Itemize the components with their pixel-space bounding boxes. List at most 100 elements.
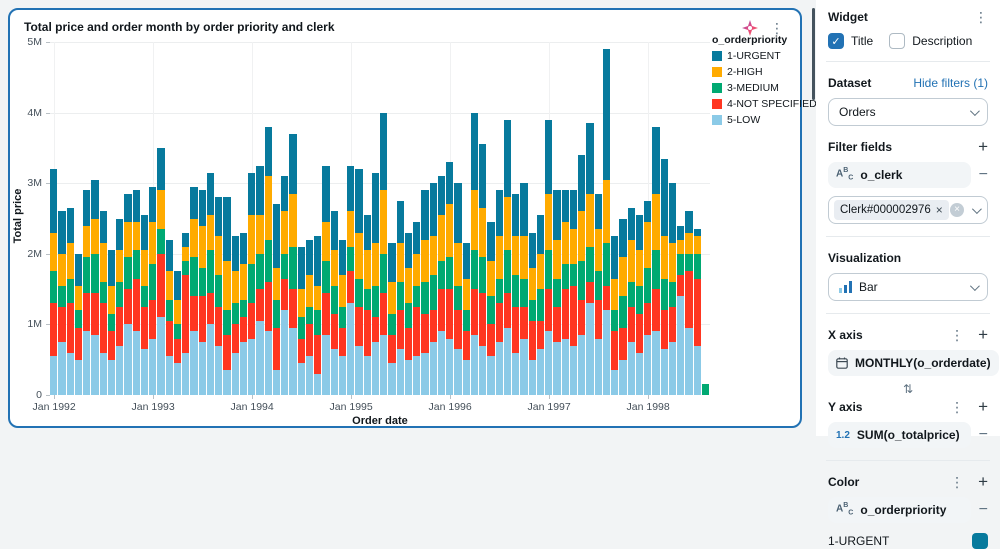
bar-segment[interactable] (594, 338, 602, 395)
bar-segment[interactable] (83, 292, 91, 332)
bar-segment[interactable] (470, 335, 478, 395)
stacked-bar[interactable] (619, 218, 627, 395)
bar-segment[interactable] (50, 356, 58, 395)
bar-segment[interactable] (256, 214, 264, 254)
bar-segment[interactable] (602, 285, 610, 311)
bar-segment[interactable] (487, 260, 495, 297)
bar-segment[interactable] (198, 225, 206, 268)
bar-segment[interactable] (206, 214, 214, 251)
clear-all-icon[interactable]: × (950, 203, 964, 217)
bar-segment[interactable] (528, 359, 536, 395)
bar-segment[interactable] (487, 356, 495, 395)
bar-segment[interactable] (182, 274, 190, 353)
bar-segment[interactable] (611, 236, 619, 279)
bar-segment[interactable] (528, 232, 536, 268)
stacked-bar[interactable] (289, 133, 297, 395)
bar-segment[interactable] (396, 200, 404, 244)
bar-segment[interactable] (256, 320, 264, 395)
bar-segment[interactable] (685, 327, 693, 395)
bar-segment[interactable] (668, 183, 676, 244)
bar-segment[interactable] (58, 306, 66, 343)
bar-segment[interactable] (635, 285, 643, 314)
legend-item[interactable]: 4-NOT SPECIFIED (712, 98, 817, 110)
bar-segment[interactable] (553, 190, 561, 240)
bar-segment[interactable] (503, 327, 511, 395)
stacked-bar[interactable] (553, 190, 561, 395)
bar-segment[interactable] (421, 239, 429, 283)
checkbox-check-icon[interactable]: ✓ (828, 33, 844, 49)
bar-segment[interactable] (380, 253, 388, 293)
bar-segment[interactable] (429, 310, 437, 343)
bar-segment[interactable] (545, 331, 553, 395)
bar-segment[interactable] (272, 204, 280, 268)
bar-segment[interactable] (248, 338, 256, 395)
bar-segment[interactable] (223, 310, 231, 335)
bar-segment[interactable] (363, 289, 371, 311)
bar-segment[interactable] (264, 176, 272, 240)
bar-segment[interactable] (83, 225, 91, 258)
bar-segment[interactable] (404, 232, 412, 268)
bar-segment[interactable] (322, 260, 330, 293)
bar-segment[interactable] (297, 289, 305, 318)
bar-segment[interactable] (297, 338, 305, 364)
bar-segment[interactable] (256, 289, 264, 321)
bar-segment[interactable] (297, 317, 305, 339)
bar-segment[interactable] (644, 200, 652, 223)
bar-segment[interactable] (602, 243, 610, 286)
bar-segment[interactable] (644, 303, 652, 335)
bar-segment[interactable] (140, 306, 148, 350)
bar-segment[interactable] (396, 349, 404, 395)
bar-segment[interactable] (206, 172, 214, 215)
stacked-bar[interactable] (545, 119, 553, 395)
bar-segment[interactable] (314, 310, 322, 335)
bar-segment[interactable] (165, 356, 173, 395)
bar-segment[interactable] (124, 257, 132, 290)
bar-segment[interactable] (627, 207, 635, 240)
bar-segment[interactable] (446, 257, 454, 290)
bar-segment[interactable] (693, 345, 701, 395)
description-checkbox[interactable]: ✓ Description (889, 33, 972, 49)
bar-segment[interactable] (91, 292, 99, 335)
stacked-bar[interactable] (116, 218, 124, 395)
bar-segment[interactable] (272, 370, 280, 395)
bar-segment[interactable] (355, 345, 363, 395)
bar-segment[interactable] (124, 289, 132, 325)
bar-segment[interactable] (413, 222, 421, 254)
bar-segment[interactable] (289, 289, 297, 328)
checkbox-check-icon[interactable]: ✓ (889, 33, 906, 49)
bar-segment[interactable] (470, 289, 478, 335)
bar-segment[interactable] (396, 282, 404, 311)
bar-segment[interactable] (190, 257, 198, 297)
bar-segment[interactable] (50, 271, 58, 304)
bar-segment[interactable] (206, 250, 214, 293)
filter-field-chip[interactable]: ABC o_clerk (828, 162, 971, 188)
bar-segment[interactable] (693, 236, 701, 254)
swap-axes-icon[interactable]: ⇅ (902, 382, 914, 396)
bar-segment[interactable] (437, 215, 445, 261)
bar-segment[interactable] (413, 306, 421, 357)
stacked-bar[interactable] (429, 183, 437, 395)
bar-segment[interactable] (50, 303, 58, 357)
bar-segment[interactable] (437, 289, 445, 332)
bar-segment[interactable] (602, 49, 610, 180)
stacked-bar[interactable] (693, 229, 701, 395)
bar-segment[interactable] (388, 335, 396, 364)
bar-segment[interactable] (429, 183, 437, 237)
bar-segment[interactable] (536, 320, 544, 350)
stacked-bar[interactable] (223, 197, 231, 395)
bar-segment[interactable] (446, 162, 454, 205)
bar-segment[interactable] (272, 267, 280, 300)
bar-segment[interactable] (297, 246, 305, 290)
bar-segment[interactable] (322, 292, 330, 335)
bar-segment[interactable] (314, 236, 322, 286)
bar-segment[interactable] (454, 285, 462, 311)
bar-segment[interactable] (561, 264, 569, 290)
stacked-bar[interactable] (363, 215, 371, 395)
bar-segment[interactable] (91, 179, 99, 219)
bar-segment[interactable] (487, 222, 495, 261)
bar-segment[interactable] (338, 239, 346, 275)
bar-segment[interactable] (701, 384, 709, 395)
bar-segment[interactable] (421, 190, 429, 240)
visualization-select[interactable]: Bar (828, 273, 988, 301)
bar-segment[interactable] (231, 303, 239, 325)
